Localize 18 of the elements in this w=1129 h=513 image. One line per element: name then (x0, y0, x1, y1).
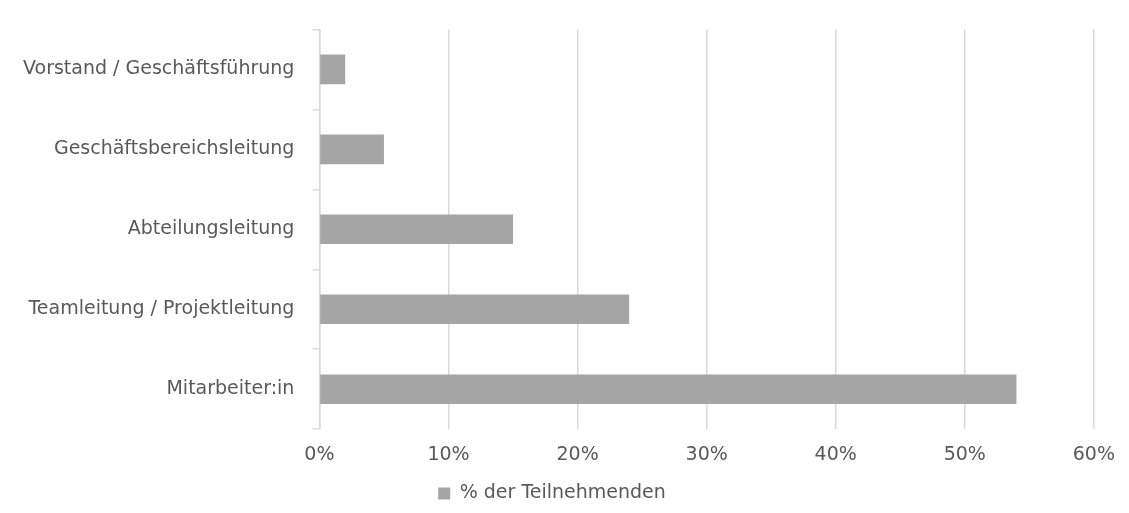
x-tick-label: 30% (685, 441, 728, 464)
bar (320, 294, 630, 325)
y-tick-label: Mitarbeiter:in (166, 376, 295, 399)
x-tick-label: 10% (427, 441, 470, 464)
x-tick-label: 20% (556, 441, 599, 464)
y-tick-label: Vorstand / Geschäftsführung (22, 56, 295, 79)
bar (320, 134, 384, 165)
x-tick-label: 0% (304, 441, 335, 464)
y-tick-label: Geschäftsbereichsleitung (53, 136, 295, 159)
bar (320, 374, 1017, 405)
x-tick-label: 40% (814, 441, 857, 464)
bar (320, 214, 514, 245)
x-tick-label: 60% (1072, 441, 1115, 464)
y-tick-label: Teamleitung / Projektleitung (27, 296, 295, 319)
x-tick-label: 50% (943, 441, 986, 464)
legend-label: % der Teilnehmenden (459, 480, 666, 503)
bar (320, 54, 346, 85)
y-tick-label: Abteilungsleitung (127, 216, 295, 239)
